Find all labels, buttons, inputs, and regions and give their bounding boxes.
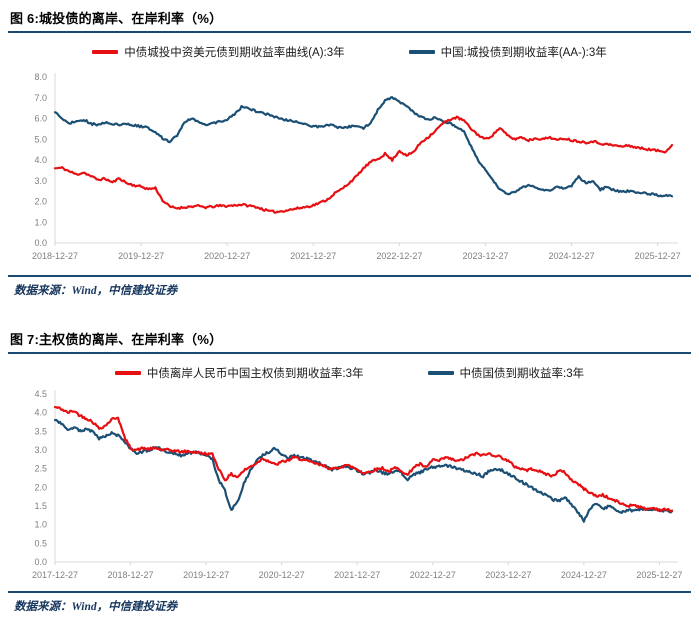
blue-line-swatch-icon [427, 371, 454, 375]
legend-item-onshore-cgb: 中债国债到期收益率:3年 [427, 365, 585, 381]
figure7-footer-rule [8, 591, 691, 593]
figure7-title-underline [8, 352, 691, 354]
svg-text:3.0: 3.0 [34, 176, 47, 186]
svg-text:2020-12-27: 2020-12-27 [259, 570, 305, 580]
figure7-title: 图 7:主权债的离岸、在岸利率（%） [10, 332, 223, 347]
figure6-legend: 中债城投中资美元债到期收益率曲线(A):3年 中国:城投债到期收益率(AA-):… [8, 45, 691, 59]
red-line-swatch-icon [92, 50, 119, 54]
legend-label: 中债国债到期收益率:3年 [459, 368, 585, 380]
legend-label: 中国:城投债到期收益率(AA-):3年 [440, 47, 607, 59]
red-line-swatch-icon [114, 371, 141, 375]
svg-text:5.0: 5.0 [34, 134, 47, 144]
svg-text:6.0: 6.0 [34, 114, 47, 124]
svg-text:2.0: 2.0 [34, 482, 47, 492]
legend-label: 中债离岸人民币中国主权债到期收益率:3年 [146, 368, 364, 380]
svg-text:2022-12-27: 2022-12-27 [410, 570, 456, 580]
svg-text:0.5: 0.5 [34, 538, 47, 548]
figure7-legend: 中债离岸人民币中国主权债到期收益率:3年 中债国债到期收益率:3年 [8, 366, 691, 380]
figure6-title-underline [8, 31, 691, 33]
figure6-section: 图 6:城投债的离岸、在岸利率（%） 中债城投中资美元债到期收益率曲线(A):3… [8, 0, 691, 297]
svg-text:2020-12-27: 2020-12-27 [204, 251, 250, 261]
figure6-chart-area: 0.0 1.0 2.0 3.0 4.0 5.0 6.0 7.0 8.0 2018-12-27 201… [8, 63, 691, 268]
data-source-note: 数据来源：Wind，中信建投证券 [14, 285, 178, 297]
legend-item-onshore-chengtou-bond: 中国:城投债到期收益率(AA-):3年 [408, 44, 607, 60]
legend-label: 中债城投中资美元债到期收益率曲线(A):3年 [124, 47, 345, 59]
figure7-chart-area: 0.0 0.5 1.0 1.5 2.0 2.5 3.0 3.5 4.0 4.5 2017-12-27… [8, 384, 691, 584]
svg-text:4.0: 4.0 [34, 408, 47, 418]
figure6-footer-rule [8, 275, 691, 277]
svg-text:2024-12-27: 2024-12-27 [561, 570, 607, 580]
svg-text:0.0: 0.0 [34, 557, 47, 567]
svg-text:2022-12-27: 2022-12-27 [376, 251, 422, 261]
svg-text:2.0: 2.0 [34, 197, 47, 207]
svg-text:2019-12-27: 2019-12-27 [118, 251, 164, 261]
figure7-line-chart: 0.0 0.5 1.0 1.5 2.0 2.5 3.0 3.5 4.0 4.5 2017-12-27… [32, 389, 682, 580]
legend-item-offshore-usd-bond: 中债城投中资美元债到期收益率曲线(A):3年 [92, 44, 345, 60]
svg-text:8.0: 8.0 [34, 72, 47, 82]
figure7-section: 图 7:主权债的离岸、在岸利率（%） 中债离岸人民币中国主权债到期收益率:3年 … [8, 321, 691, 613]
svg-text:2017-12-27: 2017-12-27 [32, 570, 78, 580]
svg-text:3.5: 3.5 [34, 426, 47, 436]
svg-text:2023-12-27: 2023-12-27 [462, 251, 508, 261]
svg-text:7.0: 7.0 [34, 93, 47, 103]
svg-text:2021-12-27: 2021-12-27 [334, 570, 380, 580]
svg-text:2.5: 2.5 [34, 464, 47, 474]
svg-text:4.0: 4.0 [34, 155, 47, 165]
figure6-title: 图 6:城投债的离岸、在岸利率（%） [10, 11, 223, 26]
legend-item-offshore-cny-sovereign: 中债离岸人民币中国主权债到期收益率:3年 [114, 365, 364, 381]
data-source-note: 数据来源：Wind，中信建投证券 [14, 601, 178, 613]
svg-text:2018-12-27: 2018-12-27 [32, 251, 78, 261]
figure6-line-chart: 0.0 1.0 2.0 3.0 4.0 5.0 6.0 7.0 8.0 2018-12-27 201… [32, 72, 681, 261]
svg-text:2018-12-27: 2018-12-27 [108, 570, 154, 580]
svg-text:2025-12-27: 2025-12-27 [636, 570, 682, 580]
svg-text:2023-12-27: 2023-12-27 [485, 570, 531, 580]
svg-text:2024-12-27: 2024-12-27 [549, 251, 595, 261]
blue-line-swatch-icon [408, 50, 435, 54]
svg-text:1.0: 1.0 [34, 217, 47, 227]
svg-text:1.0: 1.0 [34, 520, 47, 530]
svg-text:2021-12-27: 2021-12-27 [290, 251, 336, 261]
svg-text:3.0: 3.0 [34, 445, 47, 455]
svg-text:2025-12-27: 2025-12-27 [635, 251, 681, 261]
svg-text:4.5: 4.5 [34, 389, 47, 399]
svg-text:1.5: 1.5 [34, 501, 47, 511]
svg-text:0.0: 0.0 [34, 238, 47, 248]
svg-text:2019-12-27: 2019-12-27 [183, 570, 229, 580]
